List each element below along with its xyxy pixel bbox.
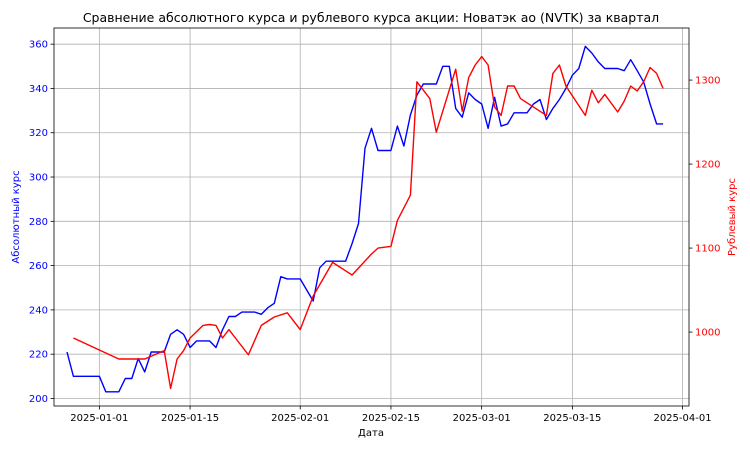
x-tick-label: 2025-01-15 xyxy=(161,413,219,424)
y-right-tick-label: 1000 xyxy=(695,328,720,339)
y-left-tick-label: 340 xyxy=(29,84,48,95)
x-axis-title: Дата xyxy=(358,428,384,439)
x-tick-label: 2025-01-01 xyxy=(70,413,128,424)
x-tick-label: 2025-02-15 xyxy=(362,413,420,424)
y-left-tick-label: 360 xyxy=(29,40,48,51)
y-axis-right-title: Рублевый курс xyxy=(727,178,738,256)
x-axis: 2025-01-01 2025-01-15 2025-02-01 2025-02-15… xyxy=(70,406,712,424)
y-right-tick-label: 1100 xyxy=(695,244,720,255)
y-axis-right: 1000 1100 1200 1300 xyxy=(689,76,720,339)
y-left-tick-label: 280 xyxy=(29,217,48,228)
plot-frame xyxy=(53,27,690,407)
y-left-tick-label: 260 xyxy=(29,261,48,272)
y-axis-left-title: Абсолютный курс xyxy=(11,170,22,263)
x-tick-label: 2025-02-01 xyxy=(271,413,329,424)
y-right-tick-label: 1300 xyxy=(695,76,720,87)
x-tick-label: 2025-03-15 xyxy=(543,413,601,424)
chart-title: Сравнение абсолютного курса и рублевого … xyxy=(83,10,659,25)
series-lines xyxy=(66,45,664,393)
y-axis-left: 200 220 240 260 280 300 320 340 360 xyxy=(29,40,54,405)
y-left-tick-label: 200 xyxy=(29,394,48,405)
series-line-ruble xyxy=(73,55,664,390)
y-left-tick-label: 300 xyxy=(29,173,48,184)
y-left-tick-label: 240 xyxy=(29,305,48,316)
y-left-tick-label: 320 xyxy=(29,128,48,139)
y-left-tick-label: 220 xyxy=(29,350,48,361)
series-line-absolute xyxy=(66,45,664,393)
x-tick-label: 2025-04-01 xyxy=(653,413,711,424)
x-tick-label: 2025-03-01 xyxy=(453,413,511,424)
y-right-tick-label: 1200 xyxy=(695,160,720,171)
grid xyxy=(54,28,689,406)
